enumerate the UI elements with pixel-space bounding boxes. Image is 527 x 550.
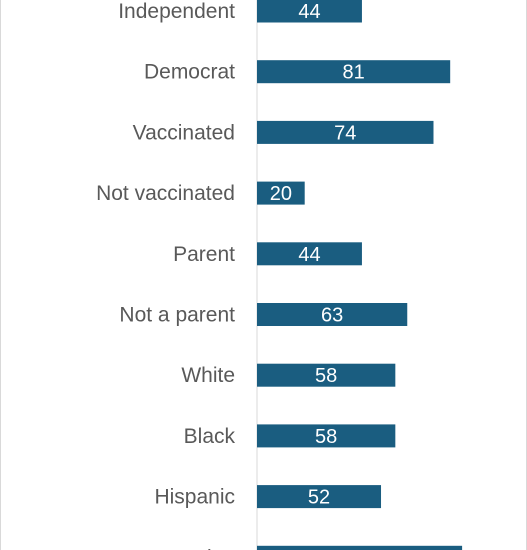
value-label-not-vaccinated: 20 [270,183,292,205]
bar-independent [257,0,362,23]
value-label-hispanic: 52 [308,487,330,509]
category-label-hispanic: Hispanic [154,486,235,509]
bar-not-vaccinated [257,181,305,205]
category-label-vaccinated: Vaccinated [133,121,235,144]
value-label-vaccinated: 74 [334,122,356,144]
value-label-independent: 44 [298,1,320,23]
bar-white [257,363,396,387]
bar-vaccinated [257,120,434,144]
category-label-not-a-parent: Not a parent [119,304,235,327]
category-label-black: Black [184,425,236,448]
value-label-parent: 44 [298,244,320,266]
value-label-democrat: 81 [342,62,364,84]
bar-hispanic [257,485,382,509]
category-label-democrat: Democrat [144,61,235,84]
bar-parent [257,242,362,266]
value-label-asian: 86 [348,547,370,550]
bar-not-a-parent [257,303,408,326]
category-label-independent: Independent [118,0,235,23]
bar-asian [257,545,463,550]
bar-black [257,424,396,448]
value-label-white: 58 [315,365,337,387]
bar-democrat [257,60,451,84]
category-label-asian: Asian [182,546,235,550]
category-label-not-vaccinated: Not vaccinated [96,182,235,205]
category-label-white: White [181,364,235,387]
category-label-parent: Parent [173,243,235,266]
value-label-not-a-parent: 63 [321,305,343,327]
bar-series: Independent 44 Democrat 81 Vaccinated 74 Not v… [96,0,463,550]
value-label-black: 58 [315,426,337,448]
